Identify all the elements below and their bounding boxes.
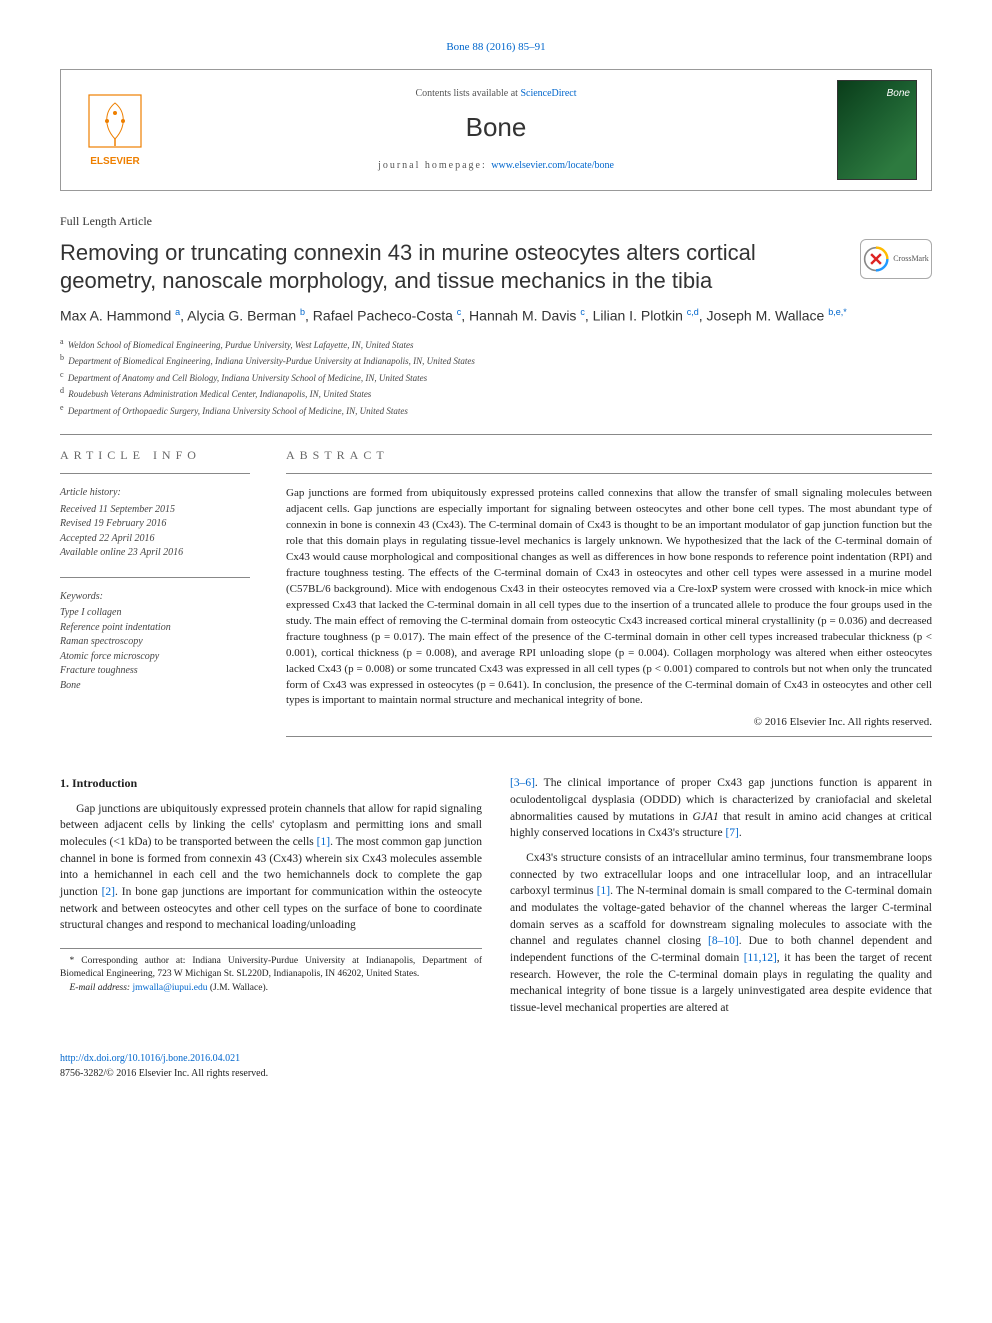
ref-link[interactable]: [1]	[317, 836, 330, 848]
doi-link[interactable]: http://dx.doi.org/10.1016/j.bone.2016.04…	[60, 1053, 240, 1064]
crossmark-label: CrossMark	[893, 254, 929, 265]
history-line: Available online 23 April 2016	[60, 546, 250, 561]
journal-header: ELSEVIER Contents lists available at Sci…	[60, 69, 932, 191]
intro-para-1: Gap junctions are ubiquitously expressed…	[60, 801, 482, 934]
elsevier-tree-icon	[85, 91, 145, 151]
abstract-rule	[286, 473, 932, 474]
abstract-copyright: © 2016 Elsevier Inc. All rights reserved…	[286, 715, 932, 730]
affiliation-line: a Weldon School of Biomedical Engineerin…	[60, 336, 932, 353]
abstract-text: Gap junctions are formed from ubiquitous…	[286, 486, 932, 709]
elsevier-name: ELSEVIER	[90, 155, 139, 169]
intro-heading: 1. Introduction	[60, 775, 482, 792]
ref-link[interactable]: [7]	[725, 827, 738, 839]
sciencedirect-link[interactable]: ScienceDirect	[520, 88, 576, 99]
affiliation-line: e Department of Orthopaedic Surgery, Ind…	[60, 402, 932, 419]
crossmark-icon	[863, 246, 889, 272]
corresponding-author-footnote: * Corresponding author at: Indiana Unive…	[60, 948, 482, 995]
elsevier-logo: ELSEVIER	[75, 85, 155, 175]
gene-name: GJA1	[692, 811, 718, 823]
corr-email-line: E-mail address: jmwalla@iupui.edu (J.M. …	[60, 982, 482, 995]
journal-ref-link[interactable]: Bone 88 (2016) 85–91	[446, 41, 545, 53]
corr-email-link[interactable]: jmwalla@iupui.edu	[132, 983, 207, 993]
homepage-prefix: journal homepage:	[378, 160, 491, 171]
homepage-line: journal homepage: www.elsevier.com/locat…	[175, 159, 817, 173]
affiliation-line: c Department of Anatomy and Cell Biology…	[60, 369, 932, 386]
keyword: Raman spectroscopy	[60, 635, 250, 650]
info-rule-2	[60, 577, 250, 578]
abstract-heading: ABSTRACT	[286, 447, 932, 463]
keyword: Reference point indentation	[60, 621, 250, 636]
body-columns: 1. Introduction Gap junctions are ubiqui…	[60, 775, 932, 1016]
article-title: Removing or truncating connexin 43 in mu…	[60, 239, 844, 294]
info-rule	[60, 473, 250, 474]
keywords-label: Keywords:	[60, 590, 250, 604]
corr-author-text: * Corresponding author at: Indiana Unive…	[60, 955, 482, 982]
keywords-block: Keywords: Type I collagenReference point…	[60, 590, 250, 694]
contents-line: Contents lists available at ScienceDirec…	[175, 87, 817, 101]
keyword: Atomic force microscopy	[60, 650, 250, 665]
authors-list: Max A. Hammond a, Alycia G. Berman b, Ra…	[60, 306, 932, 326]
header-middle: Contents lists available at ScienceDirec…	[175, 87, 817, 173]
history-label: Article history:	[60, 486, 250, 500]
intro-para-2: [3–6]. The clinical importance of proper…	[510, 775, 932, 842]
email-suffix: (J.M. Wallace).	[207, 983, 268, 993]
ref-link[interactable]: [11,12]	[744, 952, 777, 964]
keyword: Type I collagen	[60, 606, 250, 621]
history-line: Revised 19 February 2016	[60, 517, 250, 532]
affiliation-line: b Department of Biomedical Engineering, …	[60, 352, 932, 369]
keyword: Fracture toughness	[60, 664, 250, 679]
journal-name: Bone	[175, 110, 817, 145]
ref-link[interactable]: [8–10]	[708, 935, 739, 947]
abstract-column: ABSTRACT Gap junctions are formed from u…	[286, 447, 932, 749]
journal-reference: Bone 88 (2016) 85–91	[60, 40, 932, 55]
article-info-column: ARTICLE INFO Article history: Received 1…	[60, 447, 250, 749]
affiliations: a Weldon School of Biomedical Engineerin…	[60, 336, 932, 419]
homepage-link[interactable]: www.elsevier.com/locate/bone	[491, 160, 614, 171]
article-info-heading: ARTICLE INFO	[60, 447, 250, 463]
ref-link[interactable]: [1]	[597, 885, 610, 897]
email-label: E-mail address:	[70, 983, 133, 993]
divider-rule	[60, 434, 932, 435]
journal-cover-thumbnail	[837, 80, 917, 180]
ref-link[interactable]: [2]	[102, 886, 115, 898]
ref-link[interactable]: [3–6]	[510, 777, 535, 789]
intro-para-3: Cx43's structure consists of an intracel…	[510, 850, 932, 1017]
crossmark-badge[interactable]: CrossMark	[860, 239, 932, 279]
history-line: Received 11 September 2015	[60, 503, 250, 518]
keyword: Bone	[60, 679, 250, 694]
contents-prefix: Contents lists available at	[415, 88, 520, 99]
issn-copyright: 8756-3282/© 2016 Elsevier Inc. All right…	[60, 1068, 268, 1079]
article-history: Article history: Received 11 September 2…	[60, 486, 250, 561]
page-footer: http://dx.doi.org/10.1016/j.bone.2016.04…	[60, 1051, 932, 1081]
abstract-rule-bottom	[286, 736, 932, 737]
article-type: Full Length Article	[60, 213, 932, 229]
history-line: Accepted 22 April 2016	[60, 532, 250, 547]
affiliation-line: d Roudebush Veterans Administration Medi…	[60, 385, 932, 402]
